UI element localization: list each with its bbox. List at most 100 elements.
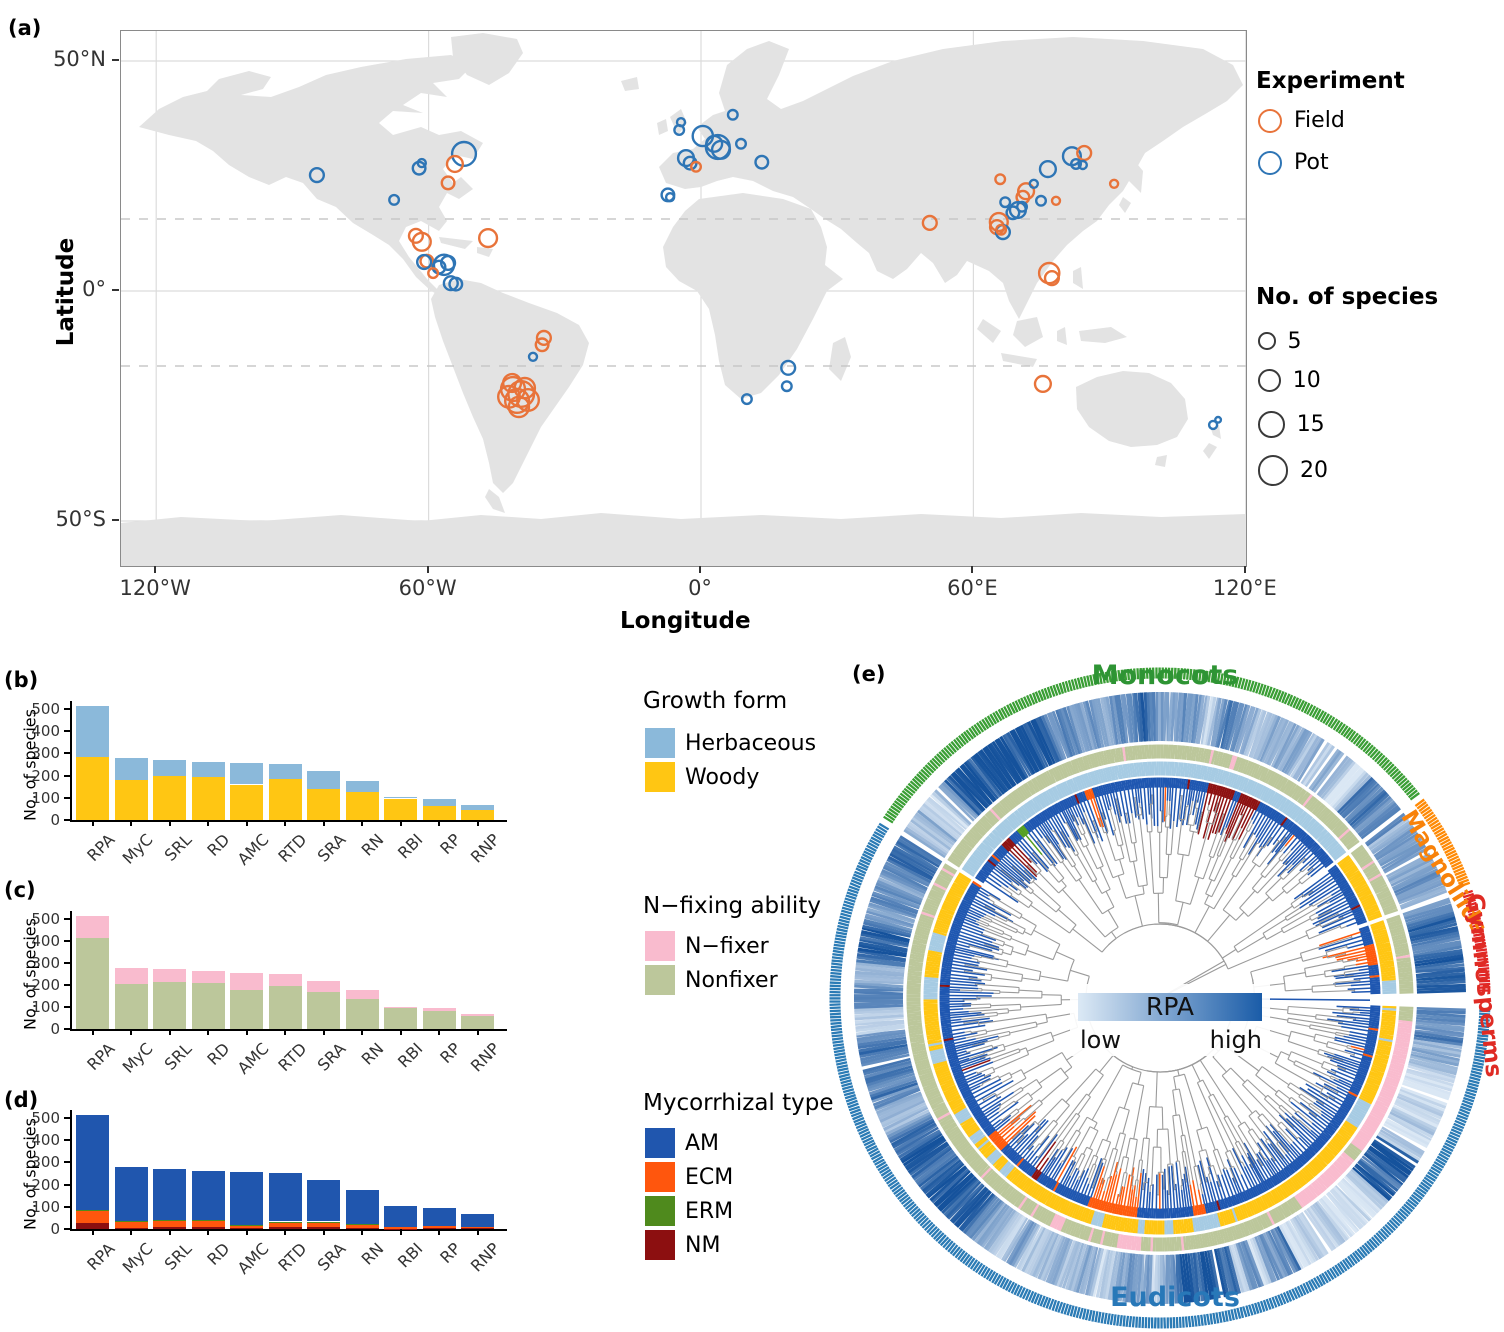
x-tick (130, 820, 132, 826)
panel-d: (d) 0 100 200 300 400 500 No. of species RPA MyC S… (0, 1080, 640, 1332)
size-label: 20 (1300, 457, 1329, 483)
bar-segment-AM (153, 1168, 186, 1220)
x-tick (207, 820, 209, 826)
x-axis-line (70, 1029, 507, 1031)
bar-segment-Nonfixer (114, 984, 148, 1029)
bar-segment-ECM (384, 1226, 417, 1229)
legend-erm: ERM (645, 1196, 733, 1226)
bar-segment-Nonfixer (345, 999, 379, 1029)
y-tick (112, 59, 119, 61)
x-tick (91, 820, 94, 826)
map-point (710, 139, 732, 160)
y-tick (64, 1228, 70, 1230)
bar-segment-ECM (191, 1220, 225, 1227)
map-point (1038, 160, 1058, 179)
bar-segment-Woody (461, 810, 494, 820)
bar-segment-NM (76, 1222, 109, 1229)
bar-segment-AM (114, 1167, 148, 1221)
y-axis-line (70, 911, 72, 1029)
y-axis-line (70, 701, 72, 820)
bar-segment-Herbaceous (461, 804, 494, 810)
bar-segment-NM (461, 1228, 494, 1229)
bar-segment-Woody (114, 779, 148, 820)
bar-segment-Herbaceous (153, 759, 186, 777)
map-point (690, 160, 703, 173)
map-point (478, 228, 499, 249)
bar-segment-Woody (268, 778, 302, 820)
y-tick (64, 1161, 70, 1164)
map-point (780, 359, 797, 376)
bar-segment-Nonfixer (268, 985, 302, 1029)
map-point (1076, 144, 1093, 162)
bar-segment-N−fixer (230, 972, 263, 990)
map-point (527, 351, 539, 362)
panel-a-label: (a) (8, 16, 42, 40)
nonfixer-swatch (645, 965, 675, 995)
bar-segment-ECM (76, 1210, 109, 1223)
phylo-rings (829, 667, 1491, 1329)
bar-segment-ECM (230, 1225, 263, 1229)
map-point (664, 191, 676, 203)
legend-ecm: ECM (645, 1162, 733, 1192)
y-tick (64, 796, 70, 799)
map-point (726, 108, 739, 121)
y-tick-label: 500 (31, 910, 60, 928)
map-point (735, 137, 748, 150)
panel-e: RPA low high Monocots Magnoliids Gymnosperms E… (820, 658, 1504, 1332)
nonfixer-label: Nonfixer (685, 967, 778, 993)
x-tick (245, 820, 248, 826)
bar-segment-ECM (268, 1221, 302, 1228)
map-point (427, 267, 440, 280)
map-point (1207, 419, 1219, 431)
legend-nfix-title: N−fixing ability (643, 893, 821, 919)
x-tick-label: 120°E (1212, 576, 1277, 600)
bar-segment-AM (384, 1206, 417, 1227)
x-tick (130, 1029, 132, 1035)
bar-segment-AM (76, 1114, 109, 1210)
panel-letter: (d) (4, 1088, 39, 1112)
bar-segment-ERM (76, 1209, 109, 1211)
map-point (1070, 157, 1083, 170)
map-points (308, 108, 1223, 431)
bar-segment-Nonfixer (384, 1008, 417, 1029)
map-point (440, 175, 456, 191)
bar-segment-ECM (422, 1226, 456, 1229)
erm-swatch (645, 1196, 675, 1226)
y-axis-title: Latitude (53, 237, 79, 347)
map-point (407, 227, 425, 244)
woody-label: Woody (685, 764, 760, 790)
y-tick-label: 300 (31, 744, 60, 763)
herbaceous-swatch (645, 728, 675, 758)
x-tick (207, 1229, 209, 1235)
x-tick (399, 1229, 402, 1235)
bar-segment-ECM (461, 1226, 494, 1229)
map-point (1028, 178, 1039, 190)
x-tick (322, 820, 325, 826)
x-tick (971, 566, 974, 573)
y-tick (64, 1205, 70, 1208)
y-tick (64, 1117, 70, 1119)
y-tick (112, 289, 119, 291)
legend-nfixer: N−fixer (645, 931, 769, 961)
panel-letter: (b) (4, 668, 39, 692)
bar-segment-AM (268, 1173, 302, 1222)
x-axis-line (70, 820, 507, 822)
map-point (416, 157, 427, 169)
bar-segment-NM (268, 1227, 302, 1229)
am-label: AM (685, 1130, 720, 1156)
panel-letter: (c) (4, 878, 36, 902)
map-point (1033, 374, 1053, 394)
size-label: 5 (1287, 328, 1302, 354)
bar-segment-Herbaceous (114, 758, 148, 780)
pot-circle-icon (1258, 150, 1282, 175)
x-tick (1243, 566, 1246, 573)
size-circle-icon (1258, 332, 1276, 350)
bar-segment-Herbaceous (307, 771, 340, 789)
ecm-label: ECM (685, 1164, 734, 1190)
nfixer-label: N−fixer (685, 933, 769, 959)
bar-segment-Nonfixer (191, 983, 225, 1029)
map-point (994, 173, 1007, 186)
y-tick-label: 200 (31, 976, 60, 994)
